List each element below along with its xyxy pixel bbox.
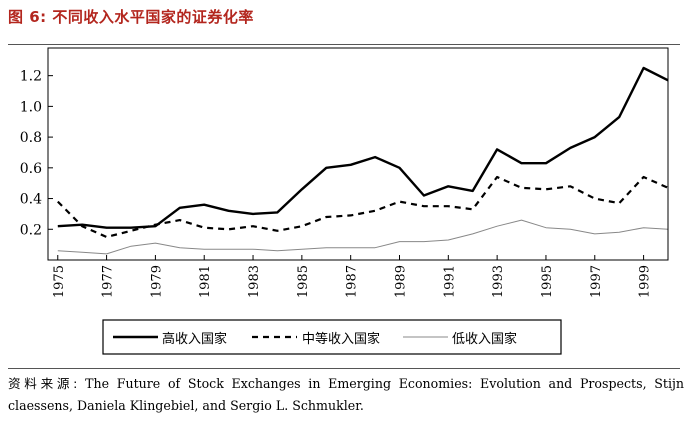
top-rule: [8, 44, 680, 45]
series-line-middle: [57, 175, 669, 239]
x-tick-label: 1981: [198, 265, 213, 298]
legend: 高收入国家 中等收入国家 低收入国家: [102, 319, 562, 355]
x-tick-label: 1991: [442, 265, 457, 298]
legend-label-high: 高收入国家: [162, 331, 227, 347]
series-group: [57, 66, 669, 255]
x-tick-label: 1975: [52, 265, 67, 298]
x-tick-label: 1985: [296, 265, 311, 298]
series-line-low: [57, 219, 669, 255]
source-note: 资料来源: The Future of Stock Exchanges in E…: [8, 373, 684, 417]
x-axis: 1975 1977 1979 1981 1983 1985 1987 1989 1991 1993…: [52, 255, 653, 298]
source-text: The Future of Stock Exchanges in Emergin…: [8, 376, 684, 413]
y-tick-label: 1.2: [20, 69, 42, 85]
x-tick-label: 1993: [491, 265, 506, 298]
y-axis: 0.2 0.4 0.6 0.8 1.0 1.2: [20, 69, 53, 238]
y-tick-label: 0.6: [20, 161, 42, 177]
legend-box: [102, 319, 562, 355]
x-tick-label: 1979: [149, 265, 164, 298]
legend-label-low: 低收入国家: [452, 331, 517, 347]
bottom-rule: [8, 368, 680, 369]
line-chart: 0.20.40.60.81.01.2 1975 1977 1979 1981 1983 1…: [20, 47, 669, 355]
x-tick-label: 1989: [393, 265, 408, 298]
x-tick-label: 1999: [638, 265, 653, 298]
x-tick-label: 1977: [101, 265, 116, 298]
y-tick-label: 1.0: [20, 99, 42, 115]
x-tick-label: 1987: [345, 265, 360, 298]
y-tick-label: 0.8: [20, 130, 42, 146]
figure-title: 图 6: 不同收入水平国家的证券化率: [8, 8, 254, 26]
legend-label-middle: 中等收入国家: [302, 331, 380, 347]
x-tick-label: 1995: [540, 265, 555, 298]
series-line-high: [57, 66, 669, 229]
y-tick-label: 0.4: [20, 192, 42, 208]
plot-frame: [47, 47, 669, 261]
y-tick-label: 0.2: [20, 222, 42, 238]
source-label: 资料来源:: [8, 376, 78, 391]
x-tick-label: 1997: [589, 265, 604, 298]
x-tick-label: 1983: [247, 265, 262, 298]
